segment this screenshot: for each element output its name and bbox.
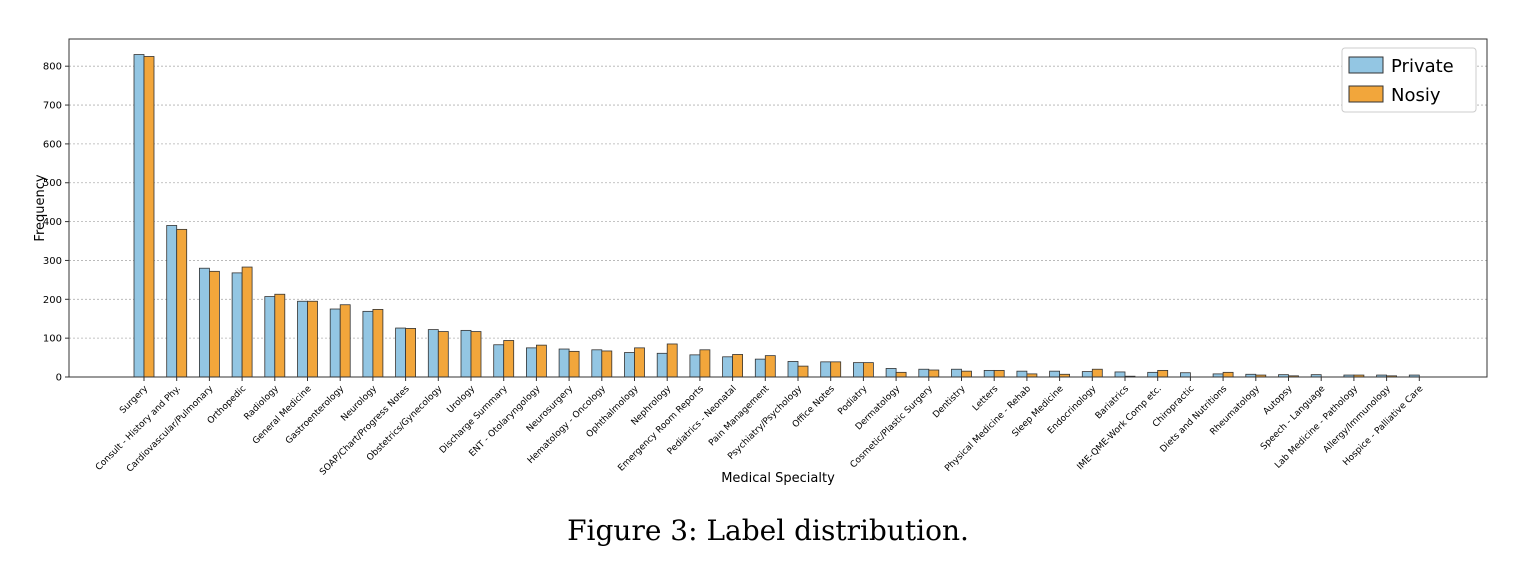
y-tick-label: 200 [43,295,62,306]
bar-nosiy [536,344,547,378]
bar-private [983,369,995,378]
bar-private [624,352,635,378]
bar-nosiy [699,349,711,378]
bar-private [493,344,505,378]
legend: Private Nosiy [1341,47,1477,113]
bar-private [395,327,407,378]
bar-private [656,352,668,378]
bar-nosiy [961,370,972,378]
legend-label-nosiy: Nosiy [1391,85,1441,106]
y-tick-label: 700 [43,101,62,112]
x-tick-label: Surgery [118,384,150,416]
bar-nosiy [666,343,678,378]
bar-nosiy [307,300,318,378]
bar-private [558,348,570,378]
bar-private [1016,370,1028,378]
bar-private [1049,370,1060,378]
bar-nosiy [568,350,580,378]
bar-nosiy [274,293,286,378]
bar-nosiy [1222,371,1234,378]
y-tick-label: 500 [43,178,62,189]
bar-private [1180,372,1191,378]
x-tick-label: Podiatry [836,384,870,418]
bar-nosiy [176,228,188,378]
bar-private [427,329,439,378]
bar-private [918,368,930,378]
legend-label-private: Private [1391,56,1454,77]
legend-swatch-nosiy [1348,85,1384,103]
bar-private [1081,371,1093,378]
bar-nosiy [1091,368,1103,378]
bar-nosiy [993,369,1005,378]
bar-private [853,362,864,378]
bar-private [231,272,243,378]
x-tick-label: General Medicine [251,384,314,447]
y-tick-label: 400 [43,217,62,228]
bar-nosiy [143,56,155,378]
bar-nosiy [928,369,940,378]
bar-nosiy [797,365,809,378]
y-axis-label: Frequency [33,174,48,241]
bar-nosiy [339,304,351,378]
bar-private [264,296,276,378]
bar-private [787,361,799,378]
bar-nosiy [634,347,645,378]
bar-private [460,329,472,378]
bar-nosiy [208,270,220,378]
x-axis-label: Medical Specialty [721,471,835,486]
bar-nosiy [405,328,417,378]
plot-frame [68,38,1488,378]
x-tick-label: Dentistry [931,384,968,421]
y-tick-label: 100 [43,334,62,345]
bar-nosiy [503,340,515,378]
bar-private [951,368,962,378]
bar-private [1114,371,1126,378]
bar-private [166,225,178,378]
bar-private [526,347,537,378]
y-tick-label: 300 [43,256,62,267]
x-tick-label: Speech - Language [1259,384,1328,453]
bar-nosiy [601,350,613,378]
bar-private [362,310,374,378]
bar-private [885,368,897,378]
bar-private [1147,371,1159,378]
x-tick-label: Gastroenterology [284,384,347,447]
y-axis-ticks: 0 100 200 300 400 500 600 700 800 [43,62,69,384]
bar-nosiy [437,331,449,378]
bar-nosiy [863,362,874,378]
bar-private [329,308,341,378]
bar-nosiy [470,331,482,378]
bar-private [689,354,701,378]
y-tick-label: 0 [56,373,62,384]
figure-caption: Figure 3: Label distribution. [567,514,969,547]
label-distribution-chart: 0 100 200 300 400 500 600 700 800 SurgeryConsult… [33,38,1488,486]
bar-nosiy [764,355,776,378]
y-tick-label: 800 [43,62,62,73]
bar-private [820,361,832,378]
bar-private [722,356,733,378]
bar-nosiy [1157,369,1169,378]
bar-private [297,300,308,378]
bar-nosiy [372,308,384,378]
bars [133,54,1420,378]
legend-swatch-private [1348,56,1384,74]
x-tick-label: Pain Management [707,384,772,449]
bar-nosiy [895,371,907,378]
x-tick-label: Urology [446,384,478,416]
y-tick-label: 600 [43,139,62,150]
bar-nosiy [830,361,842,378]
bar-private [754,358,766,378]
x-tick-label: Autopsy [1262,384,1295,417]
bar-private [591,349,603,378]
bar-nosiy [241,266,253,378]
gridlines [69,65,1487,339]
bar-private [133,54,145,378]
bar-private [198,267,210,378]
bar-nosiy [732,354,743,378]
x-tick-label: Letters [971,384,1000,413]
